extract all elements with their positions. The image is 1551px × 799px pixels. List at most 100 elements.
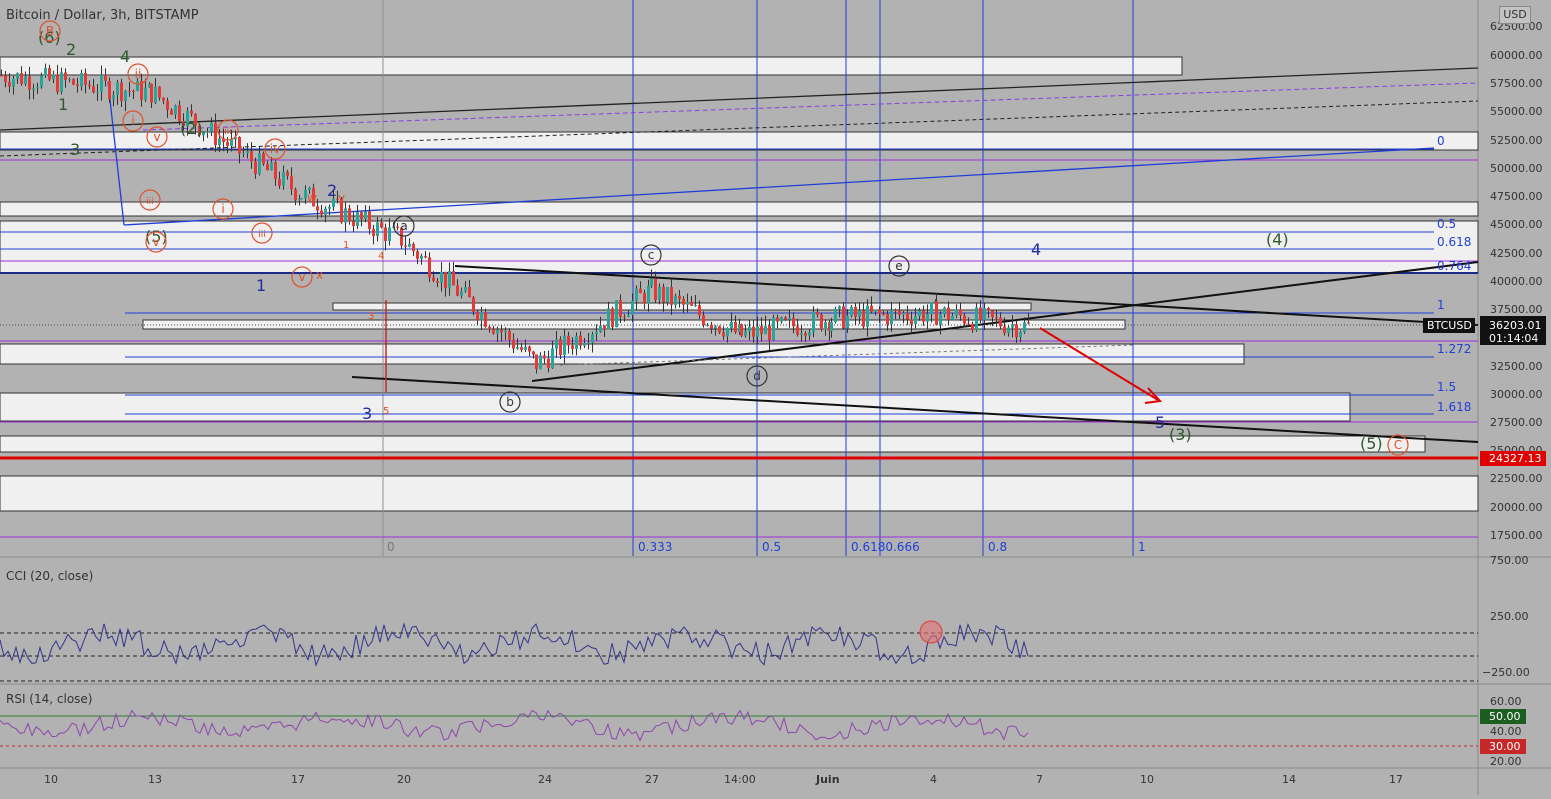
candle [967, 323, 970, 325]
candle [935, 301, 938, 325]
fib-time-0-8: 0.8 [988, 540, 1007, 554]
candle [951, 315, 954, 320]
candle [428, 257, 431, 278]
candle [484, 312, 487, 327]
svg-text:1: 1 [343, 240, 349, 251]
candle [647, 285, 650, 304]
candle [56, 74, 59, 93]
candle [60, 72, 63, 93]
candle [752, 326, 755, 337]
candle [52, 74, 55, 80]
wave-circle-label: ii [135, 67, 142, 81]
candle [368, 211, 371, 229]
candle [20, 73, 23, 85]
candle [631, 300, 634, 315]
candle [320, 210, 323, 215]
candle [488, 326, 491, 330]
last-price-tag: BTCUSD 36203.01 01:14:04 [1423, 316, 1546, 345]
candle [874, 309, 877, 312]
wave-circle [251, 222, 273, 244]
rsi-label: RSI (14, close) [6, 692, 93, 706]
candle [543, 355, 546, 359]
wave-circle-label: b [506, 395, 514, 409]
candle [768, 325, 771, 341]
time-axis: 10 13 17 20 24 27 14:00 Juin 4 7 10 14 1… [44, 773, 1403, 786]
candle [508, 330, 511, 340]
candle [650, 278, 653, 286]
candle [559, 339, 562, 356]
candle [587, 342, 590, 344]
x-tick-27: 27 [645, 773, 659, 786]
tick-17500: 17500.00 [1490, 529, 1543, 542]
candle [748, 326, 751, 332]
wave-circle [39, 20, 61, 42]
x-tick-juin: Juin [815, 773, 840, 786]
candle [182, 120, 185, 127]
wave-circle [264, 138, 286, 160]
candle [304, 189, 307, 199]
x-tick-14: 14 [1282, 773, 1296, 786]
candle [635, 288, 638, 301]
candle [740, 324, 743, 336]
candle [408, 243, 411, 247]
candle [316, 206, 319, 211]
wave-circle-label: iii [258, 230, 266, 240]
candle [734, 321, 737, 333]
fib-time-zones [382, 0, 1134, 556]
candle [862, 310, 865, 327]
candle [926, 314, 929, 322]
candle [298, 198, 301, 201]
svg-text:4: 4 [1031, 240, 1041, 259]
price-pane [0, 0, 1478, 556]
wave-circle [146, 126, 168, 148]
candle [308, 187, 311, 190]
candle [579, 335, 582, 346]
wave-circle [746, 365, 768, 387]
candle [686, 302, 689, 305]
candle [870, 305, 873, 312]
candle [792, 317, 795, 327]
candle [694, 305, 697, 307]
candle [603, 325, 606, 330]
wave-circle [212, 198, 234, 220]
candle [472, 297, 475, 312]
fib-time-0-333: 0.333 [638, 540, 672, 554]
candle [718, 326, 721, 333]
candle [838, 306, 841, 309]
candle [68, 79, 71, 81]
fib-time-0: 0 [387, 540, 395, 554]
candle [178, 105, 181, 121]
wave-circle [217, 119, 239, 141]
price-axis [1478, 0, 1551, 795]
candle [706, 324, 709, 326]
svg-text:w: w [307, 191, 317, 205]
candle [512, 339, 515, 349]
candle [764, 325, 767, 335]
candle [328, 206, 331, 209]
candle [238, 137, 241, 154]
candle [842, 306, 845, 329]
candle [250, 151, 253, 162]
candle [12, 78, 15, 87]
wave-circle [393, 215, 415, 237]
candle [846, 315, 849, 329]
candle [504, 330, 507, 333]
candle [804, 333, 807, 336]
candle [440, 271, 443, 283]
currency-button[interactable]: USD [1499, 6, 1531, 24]
candle [278, 179, 281, 186]
fib-retracement-lines [0, 148, 1478, 538]
candle [274, 162, 277, 180]
candle [702, 315, 705, 326]
rsi-level-50: 50.00 [1489, 710, 1521, 723]
tick-27500: 27500.00 [1490, 416, 1543, 429]
candle [214, 122, 217, 146]
svg-text:5: 5 [1155, 413, 1165, 432]
candle [348, 208, 351, 222]
candle [963, 315, 966, 324]
candle [198, 125, 201, 136]
candle [563, 335, 566, 356]
wave-circle [499, 391, 521, 413]
candle [890, 310, 893, 325]
